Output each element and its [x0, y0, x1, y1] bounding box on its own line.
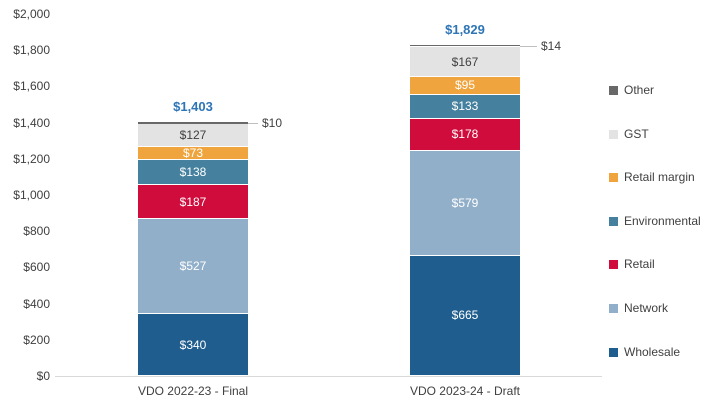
other-callout-line [520, 45, 537, 47]
legend-swatch-retail-margin [609, 172, 618, 182]
legend-swatch-environmental [609, 216, 618, 226]
segment-value-label: $579 [451, 195, 479, 210]
segment-value-label: $665 [451, 308, 479, 323]
y-axis-tick-label: $1,400 [13, 115, 50, 130]
legend-label: Retail [624, 257, 655, 271]
y-axis-tick-label: $0 [36, 369, 50, 383]
y-axis-tick-label: $200 [23, 332, 50, 347]
legend-swatch-other [609, 85, 618, 95]
y-axis-tick-label: $1,800 [13, 43, 50, 58]
bar-segment-retail-margin: $73 [138, 146, 248, 161]
y-axis-tick-label: $600 [23, 260, 50, 275]
other-callout-line [248, 123, 258, 125]
bar-segment-retail: $187 [138, 185, 248, 219]
bar-segment-retail: $178 [410, 118, 520, 150]
segment-value-label: $167 [451, 54, 479, 69]
legend-item-other: Other [609, 82, 654, 98]
bar-segment-wholesale: $665 [410, 255, 520, 375]
segment-value-label: $95 [454, 78, 476, 93]
legend-swatch-retail [609, 259, 618, 269]
category-label: VDO 2022-23 - Final [137, 384, 249, 398]
bar-segment-gst: $127 [138, 124, 248, 147]
bar-segment-environmental: $133 [410, 94, 520, 118]
y-axis-tick-label: $2,000 [13, 7, 50, 21]
bar-segment-other [410, 44, 520, 47]
bar-segment-retail-margin: $95 [410, 77, 520, 94]
x-axis-line [55, 376, 602, 377]
bar-segment-gst: $167 [410, 47, 520, 77]
legend-label: Retail margin [624, 170, 695, 184]
legend-item-retail-margin: Retail margin [609, 169, 695, 185]
bar-segment-network: $579 [410, 150, 520, 255]
legend-label: Network [624, 301, 669, 315]
segment-value-label: $187 [179, 194, 207, 209]
legend-label: Wholesale [624, 345, 681, 359]
legend-label: GST [624, 127, 649, 141]
legend-swatch-wholesale [609, 347, 618, 357]
legend-label: Other [624, 83, 655, 97]
bar-segment-wholesale: $340 [138, 314, 248, 375]
y-axis-tick-label: $1,000 [13, 188, 50, 202]
segment-value-label: $138 [179, 165, 207, 180]
bar-total-label: $1,829 [445, 21, 485, 37]
y-axis-tick-label: $400 [23, 296, 50, 311]
bar-segment-environmental: $138 [138, 160, 248, 185]
segment-value-label: $178 [451, 127, 479, 142]
legend-label: Environmental [624, 214, 701, 228]
legend-item-network: Network [609, 300, 668, 316]
bar-segment-network: $527 [138, 219, 248, 314]
legend-item-wholesale: Wholesale [609, 344, 680, 360]
segment-value-label: $133 [451, 99, 479, 114]
category-label: VDO 2023-24 - Draft [409, 384, 521, 398]
legend-item-environmental: Environmental [609, 213, 701, 229]
y-axis-tick-label: $800 [23, 224, 50, 239]
segment-value-label: $340 [179, 337, 207, 352]
legend-item-gst: GST [609, 126, 649, 142]
legend-swatch-network [609, 303, 618, 313]
segment-value-label: $527 [179, 259, 207, 274]
legend-swatch-gst [609, 129, 618, 139]
bar-total-label: $1,403 [173, 99, 213, 115]
bar-segment-other [138, 122, 248, 124]
segment-value-label: $127 [179, 128, 207, 143]
y-axis-tick-label: $1,200 [13, 151, 50, 166]
legend-item-retail: Retail [609, 256, 655, 272]
other-callout-label: $14 [541, 38, 562, 53]
other-callout-label: $10 [262, 116, 283, 131]
y-axis-tick-label: $1,600 [13, 79, 50, 94]
segment-value-label: $73 [182, 146, 204, 161]
